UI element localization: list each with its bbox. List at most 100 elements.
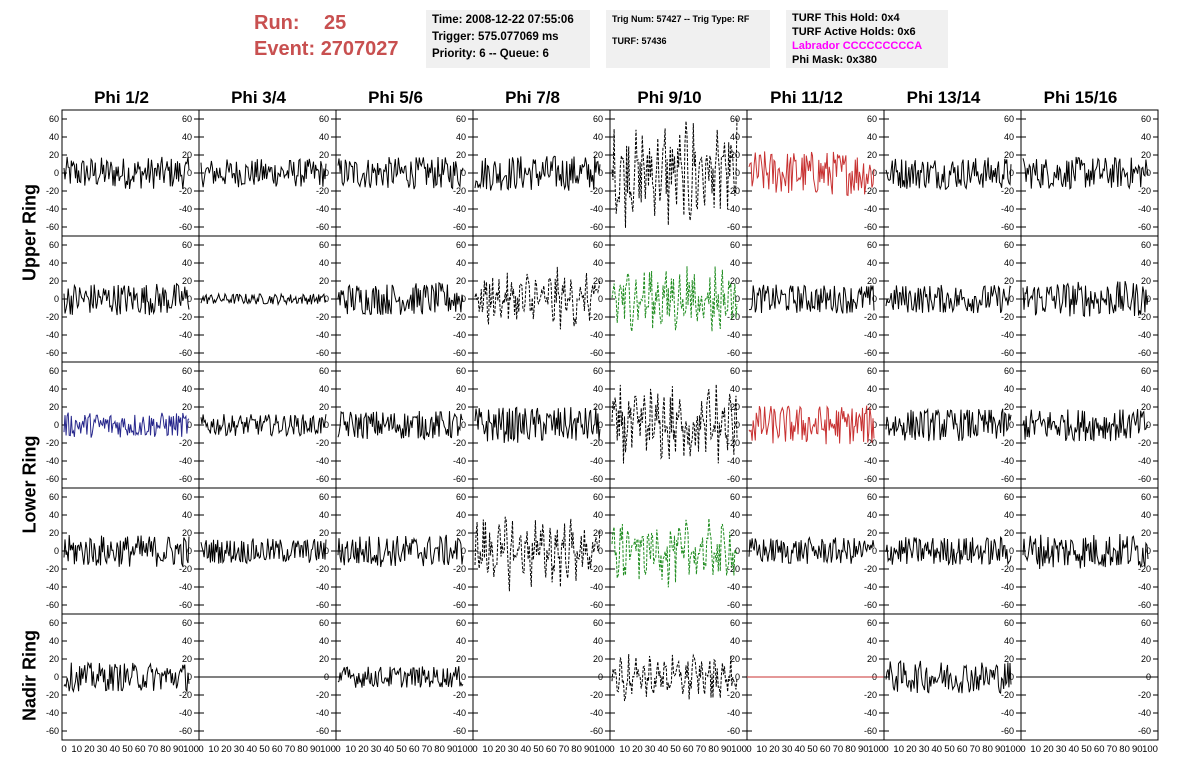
y-tick-label: 60: [593, 114, 603, 124]
waveform-trace: [1022, 280, 1149, 318]
y-tick-label: 40: [182, 132, 192, 142]
y-tick-label: -20: [179, 690, 192, 700]
y-tick-label: 40: [319, 384, 329, 394]
phi-mask-text: Phi Mask: 0x380: [792, 54, 877, 66]
x-tick-label: 20: [495, 744, 506, 755]
y-tick-label: -60: [1001, 600, 1014, 610]
y-tick-label: 40: [730, 258, 740, 268]
y-tick-label: 20: [593, 402, 603, 412]
y-tick-label: -40: [179, 456, 192, 466]
y-tick-label: -20: [864, 186, 877, 196]
y-tick-label: -40: [1138, 582, 1151, 592]
trig-num-text: Trig Num: 57427 -- Trig Type: RF: [612, 14, 750, 24]
y-tick-label: 20: [593, 276, 603, 286]
x-tick-label: 0: [746, 744, 751, 755]
y-tick-label: -40: [453, 582, 466, 592]
x-tick-label: 10: [893, 744, 904, 755]
y-tick-label: 0: [598, 294, 603, 304]
y-tick-label: 20: [593, 150, 603, 160]
waveform-trace: [1022, 533, 1149, 570]
y-tick-label: 0: [461, 546, 466, 556]
y-tick-label: 20: [49, 528, 59, 538]
y-tick-label: 40: [867, 384, 877, 394]
y-tick-label: -40: [46, 330, 59, 340]
y-tick-label: -20: [1138, 690, 1151, 700]
y-tick-label: -20: [864, 438, 877, 448]
x-tick-label: 90: [447, 744, 458, 755]
y-tick-label: 20: [1141, 276, 1151, 286]
waveform-trace: [337, 534, 464, 568]
y-tick-label: -20: [453, 690, 466, 700]
y-tick-label: -40: [1138, 204, 1151, 214]
y-tick-label: 40: [182, 384, 192, 394]
y-tick-label: -20: [727, 312, 740, 322]
y-tick-label: 20: [456, 402, 466, 412]
y-tick-label: 0: [735, 168, 740, 178]
y-tick-label: 0: [187, 420, 192, 430]
x-tick-label: 90: [310, 744, 321, 755]
y-tick-label: 0: [1009, 546, 1014, 556]
y-tick-label: -40: [590, 204, 603, 214]
y-tick-label: -20: [1138, 186, 1151, 196]
y-tick-label: 0: [187, 546, 192, 556]
y-tick-label: -60: [1138, 474, 1151, 484]
x-tick-label: 20: [84, 744, 95, 755]
y-tick-label: 20: [456, 150, 466, 160]
y-tick-label: 40: [1004, 510, 1014, 520]
y-tick-label: -60: [1138, 726, 1151, 736]
y-tick-label: -40: [727, 582, 740, 592]
y-tick-label: -20: [316, 690, 329, 700]
waveform-trace: [337, 281, 464, 316]
y-tick-label: -60: [453, 600, 466, 610]
y-tick-label: 40: [1004, 132, 1014, 142]
y-tick-label: 20: [182, 402, 192, 412]
x-tick-label: 10: [1030, 744, 1041, 755]
y-tick-label: -60: [46, 348, 59, 358]
x-tick-label: 10: [71, 744, 82, 755]
y-tick-label: -40: [179, 708, 192, 718]
y-tick-label: -40: [864, 330, 877, 340]
y-tick-label: 20: [867, 402, 877, 412]
x-tick-label: 80: [434, 744, 445, 755]
y-tick-label: 20: [730, 528, 740, 538]
y-tick-label: -20: [590, 438, 603, 448]
y-tick-label: 0: [461, 294, 466, 304]
y-tick-label: 20: [1141, 150, 1151, 160]
y-tick-label: -60: [727, 348, 740, 358]
turf-hold-text: TURF This Hold: 0x4: [792, 12, 900, 24]
y-tick-label: -60: [316, 474, 329, 484]
y-tick-label: 20: [49, 402, 59, 412]
waveform-trace: [200, 538, 327, 565]
x-tick-label: 20: [769, 744, 780, 755]
panel-frame-r2-c6: [883, 361, 1022, 489]
y-tick-label: 40: [49, 636, 59, 646]
x-tick-label: 50: [122, 744, 133, 755]
y-tick-label: 40: [730, 510, 740, 520]
x-tick-label: 80: [982, 744, 993, 755]
y-tick-label: 60: [867, 240, 877, 250]
y-tick-label: -40: [453, 456, 466, 466]
waveform-trace: [611, 116, 738, 228]
y-tick-label: -60: [1001, 726, 1014, 736]
column-title-phi-11-12: Phi 11/12: [770, 88, 843, 107]
x-tick-label: 40: [110, 744, 121, 755]
y-tick-label: 40: [456, 258, 466, 268]
y-tick-label: -40: [453, 204, 466, 214]
y-tick-label: -60: [1001, 222, 1014, 232]
y-tick-label: -20: [1138, 438, 1151, 448]
y-tick-label: 40: [49, 258, 59, 268]
y-tick-label: 60: [319, 240, 329, 250]
y-tick-label: 0: [324, 168, 329, 178]
waveform-trace: [63, 534, 190, 567]
labrador-text: Labrador CCCCCCCCCA: [792, 40, 923, 52]
y-tick-label: -40: [1138, 708, 1151, 718]
time-text: Time: 2008-12-22 07:55:06: [432, 14, 574, 26]
waveform-trace: [63, 282, 190, 316]
y-tick-label: -60: [453, 474, 466, 484]
y-tick-label: 0: [1146, 420, 1151, 430]
column-title-phi-3-4: Phi 3/4: [231, 88, 286, 107]
y-tick-label: -60: [590, 348, 603, 358]
waveform-trace: [474, 406, 601, 443]
y-tick-label: 20: [1141, 528, 1151, 538]
